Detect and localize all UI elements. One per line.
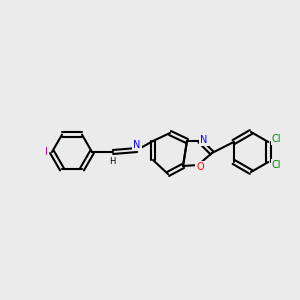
Text: N: N <box>200 135 208 145</box>
Text: N: N <box>133 140 141 150</box>
Text: I: I <box>45 147 47 157</box>
Text: Cl: Cl <box>272 134 281 144</box>
Text: O: O <box>196 162 204 172</box>
Text: Cl: Cl <box>272 160 281 170</box>
Text: H: H <box>109 157 115 166</box>
